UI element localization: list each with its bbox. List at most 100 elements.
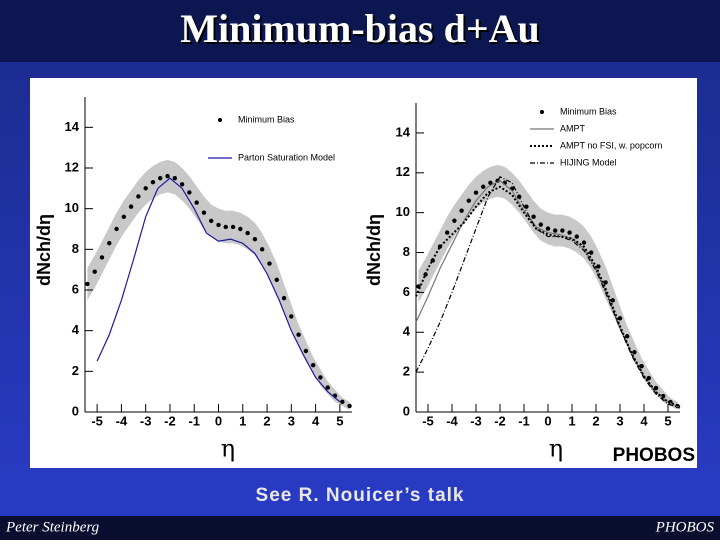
footer-left: Peter Steinberg (5, 519, 100, 535)
data-point (230, 224, 236, 230)
y-tick-label: 14 (396, 124, 411, 139)
model-line (415, 180, 681, 409)
data-point (194, 200, 199, 205)
data-point (158, 175, 163, 181)
data-point (538, 222, 543, 227)
data-point (296, 332, 301, 337)
data-point (318, 375, 323, 380)
y-tick-label: 0 (72, 403, 79, 418)
model-line (415, 176, 681, 409)
data-point (92, 269, 97, 274)
data-point (524, 204, 529, 209)
legend-label: HIJING Model (560, 157, 617, 167)
data-point (281, 295, 287, 301)
title-bar (0, 0, 720, 62)
y-tick-label: 4 (72, 322, 80, 337)
x-tick-label: -4 (116, 413, 128, 428)
data-point (347, 403, 352, 409)
data-point (121, 214, 127, 219)
data-point (128, 204, 134, 209)
y-tick-label: 8 (403, 244, 410, 259)
x-tick-label: 0 (544, 413, 551, 428)
data-point (114, 226, 119, 232)
y-tick-label: 4 (403, 324, 411, 339)
y-tick-label: 0 (403, 403, 410, 418)
data-point (303, 348, 309, 354)
data-point (289, 314, 294, 319)
data-point (567, 230, 572, 235)
subtitle: See R. Nouicer’s talk (256, 485, 465, 506)
y-tick-label: 14 (65, 119, 80, 134)
y-axis-label: dNch/dη (34, 214, 54, 286)
title-shadow: Minimum-bias d+Au (182, 8, 542, 53)
data-point (201, 210, 207, 215)
model-line (96, 177, 341, 403)
legend-label: Parton Saturation Model (238, 152, 335, 162)
x-tick-label: -2 (494, 413, 506, 428)
x-tick-label: 3 (288, 413, 295, 428)
y-tick-label: 8 (72, 241, 79, 256)
data-point (617, 316, 623, 321)
data-point (274, 277, 279, 283)
y-tick-label: 10 (65, 200, 79, 215)
x-tick-label: -5 (91, 413, 103, 428)
data-point (553, 228, 558, 233)
data-point (179, 182, 185, 187)
data-point (209, 218, 214, 224)
data-point (581, 240, 587, 245)
logo: PHOBOS (613, 445, 695, 466)
x-tick-label: -2 (164, 413, 176, 428)
x-tick-label: -3 (470, 413, 482, 428)
data-point (259, 247, 265, 252)
x-tick-label: -4 (446, 413, 458, 428)
y-tick-label: 6 (72, 281, 79, 296)
data-point (107, 241, 112, 246)
data-point (473, 190, 479, 195)
data-point (223, 224, 228, 230)
data-point (245, 230, 250, 236)
data-point (452, 218, 457, 223)
data-point (560, 228, 565, 233)
x-tick-label: 1 (568, 413, 575, 428)
data-point (172, 175, 178, 181)
legend-marker (540, 110, 544, 114)
data-point (481, 184, 486, 189)
data-point (545, 226, 551, 231)
data-point (445, 230, 450, 235)
data-point (625, 334, 630, 339)
y-tick-label: 2 (72, 363, 79, 378)
data-point (488, 180, 493, 185)
data-point (459, 208, 464, 213)
x-tick-label: -5 (422, 413, 434, 428)
data-point (610, 298, 615, 303)
y-axis-label: dNch/dη (364, 214, 384, 286)
x-tick-label: 4 (640, 413, 648, 428)
legend-label: AMPT (560, 123, 586, 133)
y-tick-label: 12 (396, 164, 410, 179)
footer-bar (0, 516, 720, 540)
plot-panel (30, 78, 697, 468)
x-tick-label: 0 (215, 413, 222, 428)
x-tick-label: 2 (263, 413, 270, 428)
x-tick-label: 5 (664, 413, 671, 428)
x-tick-label: -1 (188, 413, 200, 428)
data-point (325, 385, 330, 390)
data-point (187, 190, 192, 195)
y-tick-label: 6 (403, 284, 410, 299)
y-tick-label: 2 (403, 364, 410, 379)
data-point (252, 236, 258, 242)
data-point (216, 222, 221, 228)
data-point (466, 198, 471, 203)
x-tick-label: -3 (140, 413, 152, 428)
slide-title: Minimum-bias d+Au (180, 6, 540, 51)
data-point (531, 214, 536, 219)
footer-right: PHOBOS (655, 519, 715, 535)
data-point (589, 250, 594, 255)
x-tick-label: 1 (239, 413, 246, 428)
data-point (136, 194, 141, 199)
data-point (99, 255, 105, 260)
data-point (267, 261, 272, 266)
data-point (85, 281, 90, 287)
data-point (165, 173, 170, 179)
